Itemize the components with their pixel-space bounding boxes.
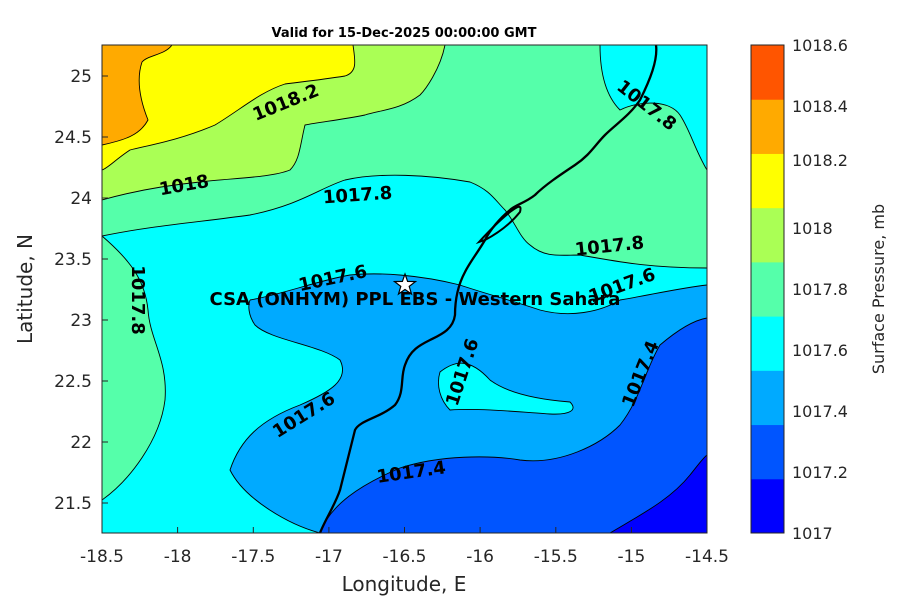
colorbar-tick-label: 1017.4 — [792, 402, 848, 421]
isobar-1017-4 — [319, 317, 707, 533]
colorbar-tick-label: 1018.2 — [792, 151, 848, 170]
x-tick-label: -16.5 — [383, 547, 427, 567]
isobar-1018 — [102, 45, 446, 201]
isobar-1017-8-south — [102, 174, 707, 269]
colorbar-label: Surface Pressure, mb — [869, 204, 888, 374]
colorbar-tick-label: 1017 — [792, 524, 833, 543]
site-label: CSA (ONHYM) PPL EBS - Western Sahara — [210, 289, 621, 310]
colorbar-band — [751, 316, 784, 371]
region-1017-6-island — [438, 363, 574, 415]
contour-field — [102, 45, 707, 533]
colorbar-band — [751, 99, 784, 154]
map-title: Valid for 15-Dec-2025 00:00:00 GMT — [272, 26, 537, 41]
colorbar-bands — [751, 45, 784, 534]
y-tick-label: 21.5 — [54, 494, 92, 514]
x-tick-label: -17.5 — [231, 547, 275, 567]
region-1017-2 — [320, 318, 707, 533]
x-axis-label: Longitude, E — [342, 572, 467, 596]
region-1018-4 — [102, 45, 172, 145]
colorbar-tick-label: 1017.6 — [792, 341, 848, 360]
star-icon — [392, 272, 418, 296]
colorbar-tick-label: 1017.2 — [792, 463, 848, 482]
x-tick-label: -15.5 — [534, 547, 578, 567]
y-axis-label: Latitude, N — [13, 234, 37, 344]
contour-label-1017-8-center: 1017.8 — [322, 183, 393, 209]
region-1017 — [610, 455, 707, 533]
isobar-1017-8-north — [599, 45, 707, 171]
colorbar-tick-label: 1018 — [792, 219, 833, 238]
y-tick-label: 24 — [70, 189, 92, 209]
y-tick-label: 25 — [70, 67, 92, 87]
colorbar-tick-label: 1017.8 — [792, 280, 848, 299]
y-tick-label: 23 — [70, 311, 92, 331]
y-tick-label: 22 — [70, 433, 92, 453]
colorbar-band — [751, 261, 784, 317]
contour-lines — [102, 45, 707, 533]
isobar-1018-4 — [102, 45, 173, 146]
isobar-1017-6-a — [249, 273, 707, 315]
colorbar-tick-label: 1018.4 — [792, 97, 848, 116]
colorbar-tick-label: 1018.6 — [792, 36, 848, 55]
y-axis: 25 24.5 24 23.5 23 22.5 22 21.5 Latitude… — [13, 67, 108, 514]
colorbar-band — [751, 370, 784, 426]
y-tick-label: 24.5 — [54, 128, 92, 148]
colorbar-band — [751, 45, 784, 100]
colorbar-band — [751, 207, 784, 263]
y-tick-label: 23.5 — [54, 250, 92, 270]
x-tick-label: -18.5 — [80, 547, 124, 567]
x-tick-label: -16 — [466, 547, 494, 567]
x-tick-label: -14.5 — [685, 547, 729, 567]
coastline — [318, 45, 658, 533]
x-tick-label: -15 — [618, 547, 646, 567]
isobar-1017-6-island — [438, 362, 574, 415]
colorbar-frame — [750, 44, 785, 534]
x-axis: -18.5 -18 -17.5 -17 -16.5 -16 -15.5 -15 … — [80, 527, 729, 596]
isobar-1017-6-b — [229, 299, 343, 533]
region-1018-2 — [102, 45, 355, 170]
isobar-1017-8-west — [102, 235, 166, 501]
x-tick-label: -17 — [315, 547, 343, 567]
peninsula-outline — [475, 205, 522, 245]
contour-label-1017-8-west: 1017.8 — [127, 265, 148, 334]
isobar-1017-2 — [609, 454, 707, 533]
x-tick-label: -18 — [164, 547, 192, 567]
y-tick-label: 22.5 — [54, 372, 92, 392]
colorbar-band — [751, 153, 784, 209]
colorbar-band — [751, 424, 784, 480]
colorbar: 1018.6 1018.4 1018.2 1018 1017.8 1017.6 … — [750, 36, 888, 543]
region-1017-6-north — [600, 45, 707, 170]
colorbar-band — [751, 478, 784, 534]
isobar-1018-2 — [102, 45, 356, 171]
